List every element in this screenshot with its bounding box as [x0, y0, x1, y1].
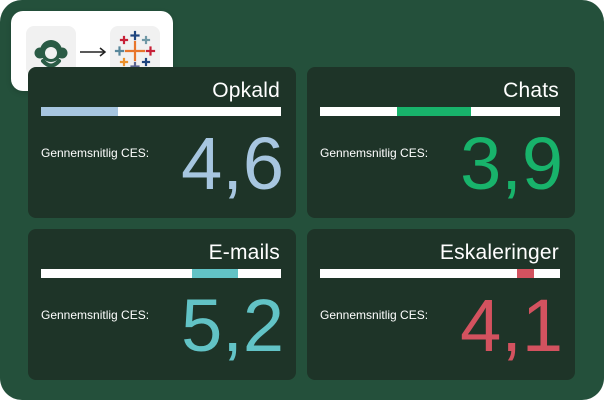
card-title: Eskaleringer [439, 241, 559, 264]
distribution-bar [41, 269, 281, 278]
metric-value: 3,9 [460, 122, 563, 205]
metric-label: Gennemsnitlig CES: [41, 308, 150, 322]
card-title: E-mails [208, 241, 280, 264]
surveymonkey-logo-tile [26, 26, 76, 76]
metric-label: Gennemsnitlig CES: [320, 146, 429, 160]
metric-value: 5,2 [181, 284, 284, 367]
distribution-bar [320, 269, 560, 278]
card-title: Chats [503, 79, 559, 102]
card-opkald: Opkald Gennemsnitlig CES: 4,6 [28, 67, 296, 218]
card-eskaleringer: Eskaleringer Gennemsnitlig CES: 4,1 [307, 229, 575, 380]
arrow-right-icon [80, 47, 107, 57]
bar-segment [192, 269, 238, 278]
metric-value: 4,1 [460, 284, 563, 367]
metric-label: Gennemsnitlig CES: [41, 146, 150, 160]
distribution-bar [41, 107, 281, 116]
tableau-logo-icon [114, 30, 156, 72]
bar-segment [517, 269, 534, 278]
card-chats: Chats Gennemsnitlig CES: 3,9 [307, 67, 575, 218]
metric-label: Gennemsnitlig CES: [320, 308, 429, 322]
bar-segment [397, 107, 471, 116]
surveymonkey-logo-icon [34, 40, 68, 68]
metric-value: 4,6 [181, 122, 284, 205]
card-e-mails: E-mails Gennemsnitlig CES: 5,2 [28, 229, 296, 380]
card-title: Opkald [212, 79, 280, 102]
distribution-bar [320, 107, 560, 116]
bar-segment [41, 107, 118, 116]
